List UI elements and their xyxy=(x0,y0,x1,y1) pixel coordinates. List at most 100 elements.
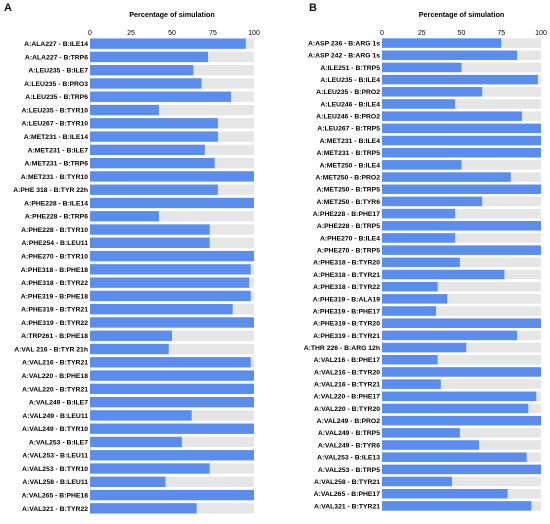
bar xyxy=(90,91,232,102)
bar xyxy=(382,452,527,462)
bar xyxy=(382,160,462,170)
category-label: A:VAL249 - B:LEU11 xyxy=(22,413,88,420)
category-label: A:PHE319 - B:TYR21 xyxy=(21,307,88,314)
bar xyxy=(382,391,537,402)
category-label: A:VAL253 - B:ILE13 xyxy=(317,455,380,462)
bar xyxy=(90,264,251,275)
bar xyxy=(90,357,251,368)
category-label: A:ASP 236 - B:ARG 1s xyxy=(308,40,380,47)
bar xyxy=(382,196,483,207)
panel-a: A Percentage of simulation 0 25 50 75 100 A:AL… xyxy=(0,0,275,519)
bar xyxy=(90,317,254,328)
bar-track xyxy=(382,476,541,487)
category-label: A:PHE228 - B:TYR10 xyxy=(21,227,88,234)
bar xyxy=(90,370,254,381)
category-label: A:LEU235 - B:PRO2 xyxy=(316,89,380,96)
bar xyxy=(382,281,438,292)
bar xyxy=(382,415,541,426)
bar xyxy=(90,436,182,448)
x-tick-label: 25 xyxy=(418,30,426,37)
bar xyxy=(382,330,518,341)
x-tick-label: 50 xyxy=(168,30,176,37)
x-tick-label: 100 xyxy=(248,30,260,37)
bar xyxy=(90,184,218,195)
bar-track xyxy=(90,343,254,355)
bar xyxy=(90,224,210,235)
bar xyxy=(382,221,541,231)
bar xyxy=(90,423,254,434)
bar-track xyxy=(382,208,541,219)
bar-track xyxy=(382,355,541,365)
bar xyxy=(382,99,456,109)
bar xyxy=(90,476,166,487)
category-label: A:PHE 318 - B:TYR 22h xyxy=(13,187,88,194)
bar xyxy=(90,503,197,514)
bar-track xyxy=(382,294,541,304)
bar xyxy=(90,38,246,49)
category-label: A:ILE251 - B:TRP5 xyxy=(320,65,380,72)
x-tick-label: 75 xyxy=(497,30,505,37)
category-label: A:VAL265 - B:PHE17 xyxy=(314,491,381,498)
bar xyxy=(90,304,233,315)
bar xyxy=(90,290,251,302)
category-label: A:VAL216 - B:TYR21 xyxy=(22,360,88,367)
bar xyxy=(382,367,541,377)
bar xyxy=(382,440,479,450)
category-label: A:PHE319 - B:TYR22 xyxy=(21,320,88,327)
category-label: A:MET231 - B:ILE4 xyxy=(320,138,381,145)
bar xyxy=(90,277,250,288)
bar-chart-b: Percentage of simulation 0 25 50 75 100 A:ASP … xyxy=(304,10,547,511)
category-label: A:THR 226 - B:ARG 12h xyxy=(304,345,380,352)
category-label: A:VAL253 - B:TRP5 xyxy=(318,467,380,474)
x-tick-label: 0 xyxy=(380,30,384,37)
bar xyxy=(382,501,532,511)
category-label: A:PHE228 - B:PHE17 xyxy=(313,211,380,218)
category-label: A:PHE318 - B:TYR21 xyxy=(313,272,380,279)
x-tick-label: 0 xyxy=(88,30,92,37)
bar xyxy=(90,330,172,341)
bar-track xyxy=(382,306,541,316)
chart-title: Percentage of simulation xyxy=(129,10,214,19)
category-label: A:TRP261 - B:PHE18 xyxy=(21,333,88,340)
bar-track xyxy=(90,476,254,487)
panel-label: A xyxy=(4,2,12,14)
category-label: A:LEU235 - B:TYR10 xyxy=(22,107,89,114)
bar xyxy=(382,111,522,121)
bar xyxy=(90,250,254,262)
bar xyxy=(382,269,505,280)
x-tick-label: 100 xyxy=(535,30,547,37)
category-label: A:VAL258 - B:TYR21 xyxy=(314,479,380,486)
bar xyxy=(382,38,502,48)
bar xyxy=(90,463,210,474)
category-label: A:PHE318 - B:TYR22 xyxy=(21,280,88,287)
bar xyxy=(90,65,194,76)
category-label: A:LEU267 - B:TYR10 xyxy=(22,121,89,128)
bar xyxy=(382,355,438,365)
category-label: A:VAL249 - B:TRP5 xyxy=(318,430,380,437)
category-label: A:ALA227 - B:ILE14 xyxy=(24,41,88,48)
bar xyxy=(90,131,218,142)
category-label: A:VAL253 - B:TYR10 xyxy=(22,466,88,473)
category-label: A:PHE318 - B:TYR22 xyxy=(313,284,380,291)
bar xyxy=(382,208,456,219)
category-label: A:VAL253 - B:ILE7 xyxy=(29,439,88,446)
category-label: A:MET250 - B:ILE4 xyxy=(320,162,381,169)
panel-b: B Percentage of simulation 0 25 50 75 100 A:AS… xyxy=(275,0,550,519)
category-label: A:ASP 242 - B:ARG 1s xyxy=(308,53,380,60)
bar xyxy=(90,144,205,156)
category-label: A:VAL249 - B:ILE7 xyxy=(29,400,88,407)
bar xyxy=(90,51,209,63)
category-label: A:VAL249 - B:TYR6 xyxy=(318,442,380,449)
bar-track xyxy=(382,233,541,243)
category-label: A:VAL321 - B:TYR22 xyxy=(22,506,88,513)
category-label: A:MET250 - B:TRP5 xyxy=(317,187,381,194)
bar xyxy=(90,489,254,501)
category-label: A:VAL220 - B:TYR21 xyxy=(22,386,88,393)
bar xyxy=(90,410,192,421)
category-label: A:MET250 - B:TYR6 xyxy=(317,199,381,206)
bar-track xyxy=(382,379,541,389)
category-label: A:PHE319 - B:TYR20 xyxy=(313,321,380,328)
category-label: A:VAL220 - B:PHE17 xyxy=(314,394,381,401)
bar xyxy=(382,476,452,487)
category-label: A:MET231 - B:ILE14 xyxy=(24,134,88,141)
